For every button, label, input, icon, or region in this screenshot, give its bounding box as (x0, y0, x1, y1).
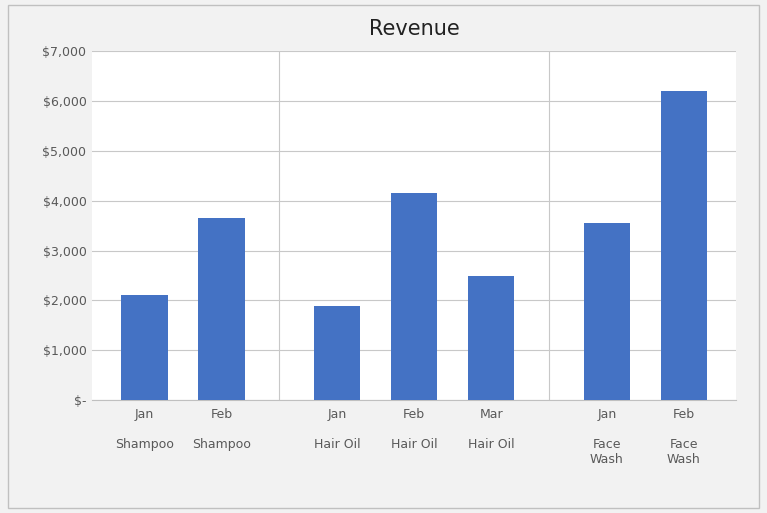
Title: Revenue: Revenue (369, 18, 459, 38)
Bar (121, 295, 167, 400)
Bar (661, 91, 707, 400)
Bar (468, 275, 515, 400)
Bar (584, 223, 630, 400)
Bar (314, 306, 360, 400)
Bar (199, 218, 245, 400)
Bar (391, 193, 437, 400)
